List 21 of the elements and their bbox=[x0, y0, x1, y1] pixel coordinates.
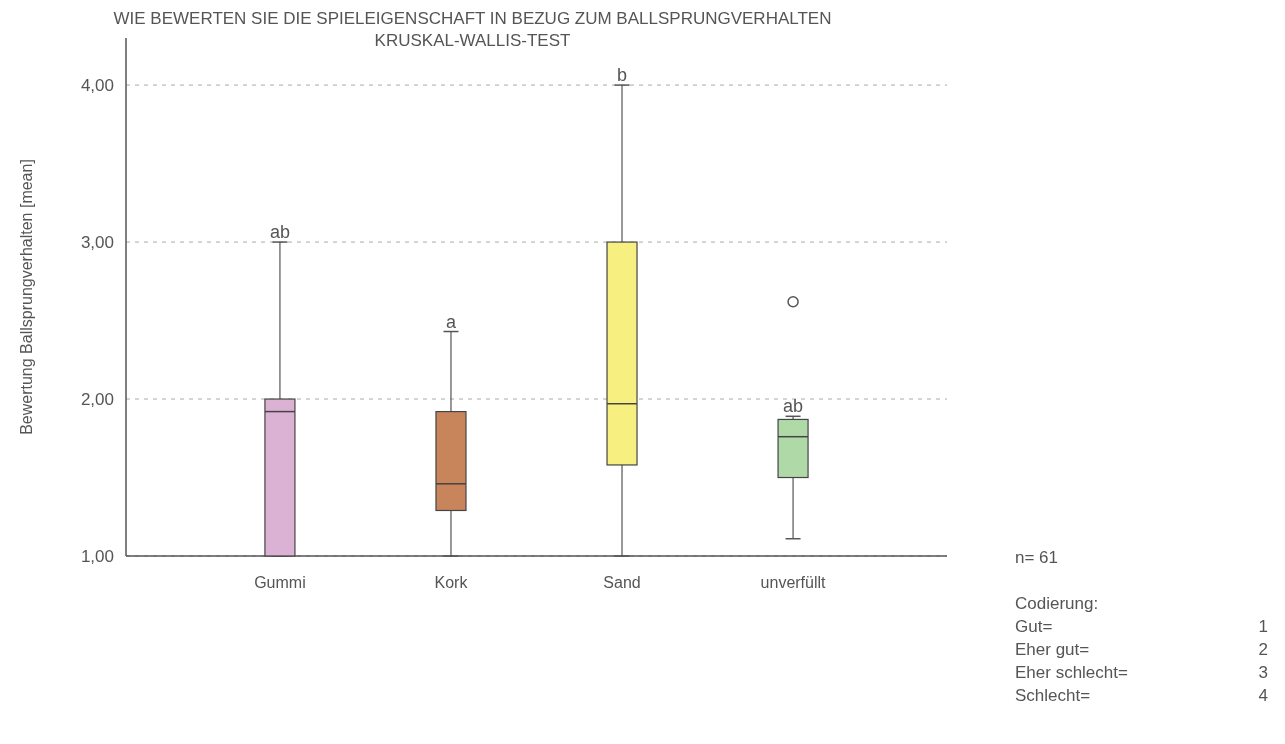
text: Eher schlecht= 3 bbox=[1015, 663, 1268, 682]
chart-subtitle: KRUSKAL-WALLIS-TEST bbox=[374, 31, 571, 50]
chart-title: WIE BEWERTEN SIE DIE SPIELEIGENSCHAFT IN BEZUG ZUM BALLSPRUNGVERHALTEN bbox=[113, 9, 832, 28]
annotation: a bbox=[445, 311, 457, 332]
annotation: ab bbox=[269, 222, 290, 243]
annotation: b bbox=[617, 65, 628, 86]
annotation: ab bbox=[783, 396, 804, 417]
text: Schlecht= 4 bbox=[1015, 686, 1268, 705]
y-tick-label: 3,00 bbox=[80, 233, 114, 253]
y-tick-label: 1,00 bbox=[80, 546, 114, 566]
text: Gut= 1 bbox=[1015, 617, 1268, 636]
text: Eher gut= 2 bbox=[1015, 640, 1268, 659]
y-tick-label: 2,00 bbox=[80, 389, 114, 409]
y-axis-title: Bewertung Ballsprungverhalten [mean] bbox=[18, 159, 35, 435]
x-tick-label: Sand bbox=[603, 574, 641, 591]
x-tick-label: unverfüllt bbox=[760, 574, 827, 591]
x-tick-label: Kork bbox=[434, 574, 469, 591]
y-tick-label: 4,00 bbox=[80, 76, 114, 96]
x-tick-label: Gummi bbox=[254, 574, 306, 591]
text: n= 61 bbox=[1015, 548, 1059, 567]
text: Codierung: bbox=[1015, 594, 1099, 613]
